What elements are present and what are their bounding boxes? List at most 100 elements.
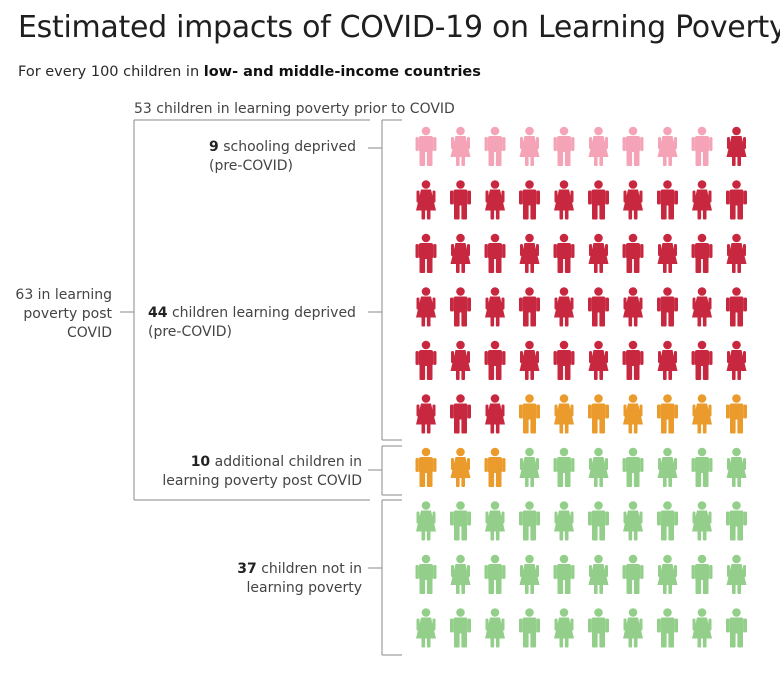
person-icon [554, 287, 574, 327]
person-icon [657, 126, 678, 166]
person-icon [726, 180, 747, 220]
person-icon [726, 340, 747, 380]
person-icon [450, 608, 471, 648]
group-count: 37 [237, 561, 257, 577]
person-icon [588, 287, 609, 327]
person-icon [484, 126, 506, 166]
group-label-not-in-poverty: 37 children not in learning poverty [200, 560, 362, 598]
subtitle-bold: low- and middle-income countries [203, 64, 481, 80]
person-icon [622, 340, 644, 380]
person-icon [519, 608, 540, 648]
person-icon [622, 447, 644, 487]
person-icon [519, 180, 540, 220]
person-icon [691, 554, 713, 594]
post-covid-label: 63 in learning poverty post COVID [10, 286, 112, 343]
group-label-additional-post-covid: 10 additional children in learning pover… [150, 453, 362, 491]
person-icon [415, 447, 437, 487]
group-label-line2: (pre-COVID) [209, 158, 293, 174]
person-icon [691, 126, 713, 166]
person-icon [588, 501, 609, 541]
chart-subtitle: For every 100 children in low- and middl… [18, 64, 481, 80]
person-icon [691, 447, 713, 487]
person-icon [519, 394, 540, 434]
person-icon [623, 287, 643, 327]
person-icon [450, 394, 471, 434]
group-label-line2: learning poverty post COVID [162, 473, 362, 489]
person-icon [554, 608, 574, 648]
person-icon [657, 447, 678, 487]
person-icon [519, 554, 540, 594]
person-icon [588, 394, 609, 434]
chart-title: Estimated impacts of COVID-19 on Learnin… [18, 10, 780, 45]
person-icon [691, 340, 713, 380]
group-label-line1: 10 additional children in [150, 453, 362, 472]
person-icon [691, 233, 713, 273]
person-icon [519, 340, 540, 380]
person-icon [519, 287, 540, 327]
person-icon [416, 180, 436, 220]
person-icon [657, 554, 678, 594]
person-icon [692, 394, 712, 434]
person-icon [622, 233, 644, 273]
person-icon [450, 554, 471, 594]
person-icon [726, 126, 747, 166]
person-icon [553, 126, 575, 166]
person-icon [657, 233, 678, 273]
person-icon [657, 608, 678, 648]
group-text: schooling deprived [223, 139, 357, 155]
person-icon [416, 394, 436, 434]
person-icon [726, 233, 747, 273]
person-icon [450, 501, 471, 541]
person-icon [623, 180, 643, 220]
group-count: 9 [209, 139, 219, 155]
person-icon [657, 287, 678, 327]
person-icon [485, 501, 505, 541]
people-grid [415, 126, 747, 648]
person-icon [450, 180, 471, 220]
subtitle-prefix: For every 100 children in [18, 64, 204, 80]
person-icon [588, 447, 609, 487]
person-icon [623, 394, 643, 434]
person-icon [588, 608, 609, 648]
person-icon [657, 340, 678, 380]
group-text: children not in [261, 561, 362, 577]
group-label-schooling-deprived: 9 schooling deprived (pre-COVID) [209, 138, 356, 176]
person-icon [553, 340, 575, 380]
person-icon [485, 394, 505, 434]
post-covid-label-line3: COVID [66, 325, 112, 341]
person-icon [519, 126, 540, 166]
person-icon [416, 501, 436, 541]
person-icon [588, 340, 609, 380]
person-icon [588, 233, 609, 273]
person-icon [554, 501, 574, 541]
person-icon [484, 554, 506, 594]
group-label-learning-deprived: 44 children learning deprived (pre-COVID… [148, 304, 356, 342]
person-icon [726, 554, 747, 594]
person-icon [519, 233, 540, 273]
person-icon [519, 447, 540, 487]
person-icon [553, 447, 575, 487]
group-label-line1: 37 children not in [200, 560, 362, 579]
group-label-line2: (pre-COVID) [148, 324, 232, 340]
person-icon [415, 340, 437, 380]
person-icon [726, 608, 747, 648]
person-icon [484, 233, 506, 273]
person-icon [450, 340, 471, 380]
person-icon [657, 394, 678, 434]
group-text: additional children in [214, 454, 362, 470]
person-icon [623, 501, 643, 541]
person-icon [415, 126, 437, 166]
person-icon [622, 126, 644, 166]
group-text: children learning deprived [171, 305, 356, 321]
person-icon [485, 287, 505, 327]
person-icon [726, 394, 747, 434]
person-icon [554, 180, 574, 220]
brackets [120, 119, 402, 656]
person-icon [553, 233, 575, 273]
person-icon [622, 554, 644, 594]
person-icon [519, 501, 540, 541]
person-icon [416, 608, 436, 648]
person-icon [416, 287, 436, 327]
person-icon [450, 287, 471, 327]
